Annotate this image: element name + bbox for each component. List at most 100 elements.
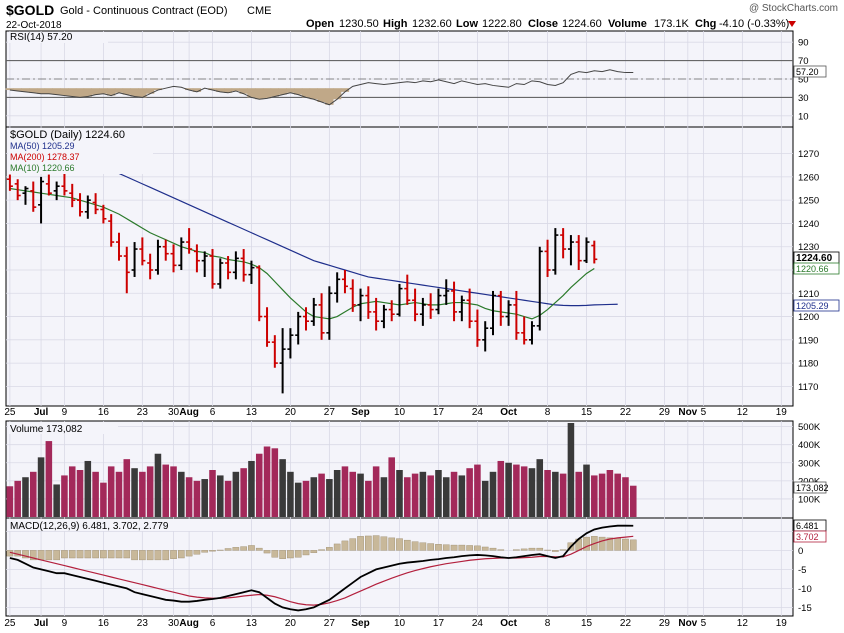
volume-bar xyxy=(326,479,333,517)
macd-histogram-bar xyxy=(552,550,559,552)
axis-labels: 2525JulJul99161623233030AugAug6613132020… xyxy=(4,38,821,629)
volume-bar xyxy=(29,471,37,517)
volume-bar xyxy=(435,470,442,517)
rsi-line xyxy=(9,69,634,106)
close-value: 1224.60 xyxy=(562,18,602,30)
x-tick-label: 22 xyxy=(620,407,632,418)
x-tick-label: Aug xyxy=(179,407,198,418)
price-bar xyxy=(201,251,208,277)
volume-bar xyxy=(489,471,497,517)
macd-histogram-bar xyxy=(271,550,279,558)
price-bar xyxy=(186,228,193,254)
macd-histogram-bar xyxy=(349,538,357,551)
volume-bar xyxy=(388,457,395,517)
down-arrow-icon xyxy=(788,21,796,27)
volume-tick-label: 300K xyxy=(798,458,821,469)
macd-histogram-bar xyxy=(536,547,544,551)
macd-histogram-bar xyxy=(37,550,45,561)
macd-histogram-bar xyxy=(154,550,162,561)
signal-last-value: 3.702 xyxy=(796,532,819,542)
x-tick-label: 23 xyxy=(137,407,149,418)
volume-bar xyxy=(450,471,458,517)
volume-bar xyxy=(559,473,567,517)
price-tick-label: 1250 xyxy=(798,196,819,207)
x-tick-label: 24 xyxy=(472,618,484,629)
price-bar xyxy=(567,235,574,266)
macd-histogram-bar xyxy=(403,539,411,551)
x-tick-label: 25 xyxy=(4,407,16,418)
volume-last-flag xyxy=(793,481,827,494)
macd-histogram-bar xyxy=(76,550,84,559)
macd-histogram-bar xyxy=(193,550,201,555)
low-label: Low xyxy=(456,18,478,30)
x-tick-label: 19 xyxy=(776,618,788,629)
volume-bar xyxy=(333,470,341,517)
x-tick-label: 10 xyxy=(394,618,406,629)
price-bar xyxy=(334,272,341,303)
price-bar xyxy=(396,283,403,317)
volume-bar xyxy=(263,446,271,517)
macd-histogram-bar xyxy=(178,550,185,559)
price-bar xyxy=(458,295,465,322)
macd-histogram-bar xyxy=(442,544,450,551)
price-bar xyxy=(443,279,450,305)
price-bar xyxy=(536,246,543,331)
volume-bar xyxy=(544,470,551,517)
price-bar xyxy=(108,214,115,247)
macd-histogram-bar xyxy=(427,543,434,551)
x-tick-label: 20 xyxy=(285,618,297,629)
x-tick-label: 9 xyxy=(62,407,68,418)
volume-bar xyxy=(209,470,216,517)
volume-legend: Volume 173,082 xyxy=(10,424,83,435)
chg-label: Chg xyxy=(695,18,716,30)
volume-bar xyxy=(271,448,279,517)
volume-bar xyxy=(380,477,388,517)
volume-bar xyxy=(248,460,255,517)
open-label: Open xyxy=(306,18,334,30)
x-tick-label: 27 xyxy=(324,618,336,629)
macd-histogram-bar xyxy=(279,550,286,559)
macd-histogram-bar xyxy=(248,545,255,551)
volume-bar xyxy=(606,470,614,517)
macd-histogram-bar xyxy=(61,550,68,559)
volume-bar xyxy=(365,480,372,517)
volume-bar xyxy=(240,468,247,517)
volume-bar xyxy=(146,466,154,517)
price-bar xyxy=(451,281,458,322)
volume-bar xyxy=(310,477,318,517)
volume-bar xyxy=(505,462,512,517)
macd-histogram-bar xyxy=(388,537,396,551)
macd-histogram-bar xyxy=(123,550,131,559)
price-bar xyxy=(349,279,356,312)
macd-histogram-bar xyxy=(372,535,380,551)
price-bar xyxy=(419,297,426,326)
macd-histogram-bar xyxy=(489,547,497,551)
price-bar xyxy=(279,328,286,394)
rsi-last-value: 57.20 xyxy=(796,67,819,77)
price-bar xyxy=(30,181,37,212)
macd-histogram-bar xyxy=(474,545,481,551)
price-bar xyxy=(380,304,387,329)
price-bar xyxy=(271,335,278,368)
volume-bar xyxy=(442,477,450,517)
macd-histogram-bar xyxy=(115,550,123,559)
x-tick-label: 22 xyxy=(620,618,632,629)
price-series xyxy=(6,129,618,394)
macd-histogram-bar xyxy=(396,538,403,551)
price-bar xyxy=(123,246,130,294)
price-bar xyxy=(84,195,91,219)
x-tick-label: 16 xyxy=(98,407,110,418)
macd-histogram-bar xyxy=(333,543,341,551)
x-tick-label: 5 xyxy=(701,618,707,629)
macd-histogram-bar xyxy=(287,550,294,559)
price-bar xyxy=(544,239,551,277)
volume-bar xyxy=(255,453,263,517)
price-bar xyxy=(178,237,185,270)
volume-label: Volume xyxy=(608,18,647,30)
x-tick-label: Sep xyxy=(351,618,369,629)
volume-bar xyxy=(61,475,68,517)
x-tick-label: 6 xyxy=(210,618,216,629)
symbol-title: $GOLD xyxy=(6,2,54,18)
rsi-legend-bg xyxy=(8,32,108,43)
